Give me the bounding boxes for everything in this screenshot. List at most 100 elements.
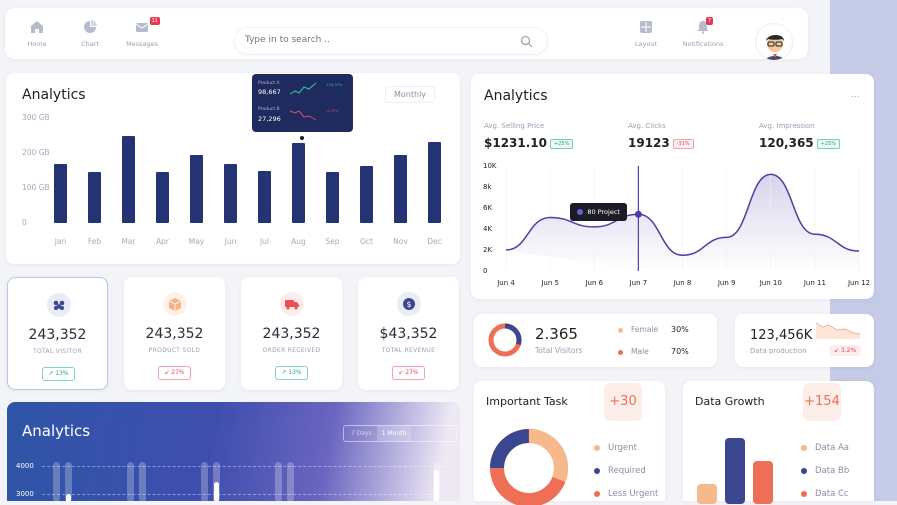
- x-axis-tick: Jun: [224, 237, 237, 246]
- hover-point[interactable]: [634, 210, 642, 218]
- bottom-analytics-title: Analytics: [22, 422, 91, 440]
- bar-value: [214, 482, 219, 501]
- range-tabs: 7 Days 1 Month: [343, 425, 457, 442]
- box-icon: [163, 292, 187, 316]
- x-axis-tick: Jan: [54, 237, 67, 246]
- layout-icon: [640, 21, 652, 33]
- nav-layout[interactable]: Layout: [621, 20, 671, 48]
- kpi-label: Avg. Clicks: [628, 122, 666, 130]
- x-axis-tick: Aug: [291, 237, 306, 246]
- nav-layout-label: Layout: [634, 40, 658, 48]
- line-chart-svg: [505, 166, 860, 271]
- kpi-value: 120,365 +25%: [759, 136, 840, 150]
- stat-change-badge: ↗ 13%: [275, 366, 308, 380]
- bar-oct[interactable]: [360, 165, 373, 223]
- x-axis-tick: Apr: [156, 237, 169, 246]
- nav-notifications[interactable]: 7 Notifications: [678, 17, 728, 48]
- stat-value: 243,352: [262, 326, 321, 342]
- avatar[interactable]: [755, 23, 793, 61]
- x-axis-tick: Jun 4: [497, 279, 515, 287]
- bar-apr[interactable]: [156, 171, 169, 223]
- data-growth-card: Data Growth +154 Data Aa Data Bb Data Cc: [683, 381, 874, 504]
- data-growth-title: Data Growth: [695, 395, 765, 408]
- kpi-label: Avg. Selling Price: [484, 122, 545, 130]
- kpi-value: $1231.10 +25%: [484, 136, 574, 150]
- bar-value: [66, 494, 71, 501]
- x-axis-tick: Dec: [427, 237, 442, 246]
- bar-aug[interactable]: [292, 142, 305, 223]
- visitors-value: 2.365: [535, 325, 578, 343]
- stat-change-badge: ↙ 27%: [392, 366, 425, 380]
- tooltip-row2-value: 27,296: [258, 115, 281, 123]
- y-axis-tick: 8k: [483, 183, 492, 191]
- search-bar[interactable]: [234, 27, 548, 55]
- production-label: Data production: [750, 347, 807, 355]
- line-chart-title: Analytics: [484, 88, 548, 104]
- bar-track: [65, 462, 72, 501]
- stat-change-badge: ↙ 27%: [158, 366, 191, 380]
- bar-jan[interactable]: [54, 163, 67, 223]
- stat-card-total-revenue[interactable]: $ $43,352 TOTAL REVENUE ↙ 27%: [358, 277, 459, 390]
- bar-track: [287, 462, 294, 501]
- tab-7-days[interactable]: 7 Days: [351, 430, 372, 437]
- y-axis-tick: 200 GB: [22, 148, 50, 157]
- legend-required: Required: [594, 466, 646, 476]
- stat-card-visitor[interactable]: 243,352 TOTAL VISITOR ↗ 13%: [7, 277, 108, 390]
- bar-jul[interactable]: [258, 170, 271, 223]
- series-line: [505, 173, 860, 257]
- x-axis-tick: Feb: [87, 237, 102, 246]
- nav-home[interactable]: Home: [12, 20, 62, 48]
- x-axis-tick: Jun 11: [803, 279, 826, 287]
- visitors-card: 2.365 Total Visitors Female 30% Male 70%: [474, 314, 717, 367]
- stat-label: TOTAL VISITOR: [33, 348, 82, 355]
- x-axis-tick: May: [188, 237, 205, 246]
- nav-chart[interactable]: Chart: [65, 20, 115, 48]
- production-value: 123,456K: [750, 328, 813, 343]
- stat-change-badge: ↗ 13%: [42, 367, 75, 381]
- period-select[interactable]: Monthly: [385, 86, 436, 103]
- stat-label: PRODUCT SOLD: [148, 347, 201, 354]
- stat-card-product-sold[interactable]: 243,352 PRODUCT SOLD ↙ 27%: [124, 277, 225, 390]
- bar-chart-card: Analytics Monthly 300 GB 200 GB 100 GB 0 Jan…: [6, 73, 460, 264]
- bar-track: [213, 462, 220, 501]
- bar-feb[interactable]: [88, 172, 101, 223]
- x-axis-tick: Mar: [121, 237, 136, 246]
- y-axis-tick: 2K: [483, 246, 493, 254]
- grid-line: [42, 466, 452, 467]
- x-axis-tick: Jul: [259, 237, 270, 246]
- legend-male: Male: [618, 347, 649, 356]
- male-percent: 70%: [671, 347, 689, 356]
- tab-1-month[interactable]: 1 Month: [377, 426, 411, 441]
- legend-less-urgent: Less Urgent: [594, 489, 658, 499]
- x-axis-tick: Jun 8: [673, 279, 692, 287]
- y-tick-3000: 3000: [16, 490, 34, 498]
- messages-badge: 11: [149, 17, 160, 25]
- tooltip-sparkline-up: [289, 82, 317, 95]
- y-axis-tick: 0: [22, 218, 27, 227]
- bar-nov[interactable]: [394, 154, 407, 223]
- svg-text:$: $: [406, 300, 411, 309]
- nav-messages[interactable]: 11 Messages: [117, 17, 167, 48]
- kpi-tag: +25%: [816, 138, 840, 149]
- y-axis-tick: 100 GB: [22, 183, 50, 192]
- x-axis-tick: Nov: [393, 237, 408, 246]
- important-task-title: Important Task: [486, 395, 568, 408]
- bar-track: [139, 462, 146, 501]
- legend-data-bb: Data Bb: [801, 466, 849, 476]
- users-icon: [47, 293, 71, 317]
- bar-jun[interactable]: [224, 163, 237, 223]
- bar-dec[interactable]: [428, 141, 441, 223]
- x-axis-tick: Oct: [360, 237, 373, 246]
- more-menu-icon[interactable]: ...: [851, 90, 860, 100]
- nav-notifications-label: Notifications: [682, 40, 724, 48]
- stat-card-order-received[interactable]: 243,352 ORDER RECEIVED ↗ 13%: [241, 277, 342, 390]
- bar-chart-tooltip: Product A 98,667 +15.37% Product B 27,29…: [252, 74, 353, 132]
- bar-mar[interactable]: [122, 136, 135, 223]
- visitors-label: Total Visitors: [535, 346, 583, 355]
- bar-may[interactable]: [190, 154, 203, 223]
- bell-icon: [697, 21, 709, 34]
- bar-sep[interactable]: [326, 171, 339, 223]
- search-icon[interactable]: [520, 35, 533, 48]
- search-input[interactable]: [245, 35, 505, 45]
- tooltip-text: 80 Project: [587, 208, 620, 217]
